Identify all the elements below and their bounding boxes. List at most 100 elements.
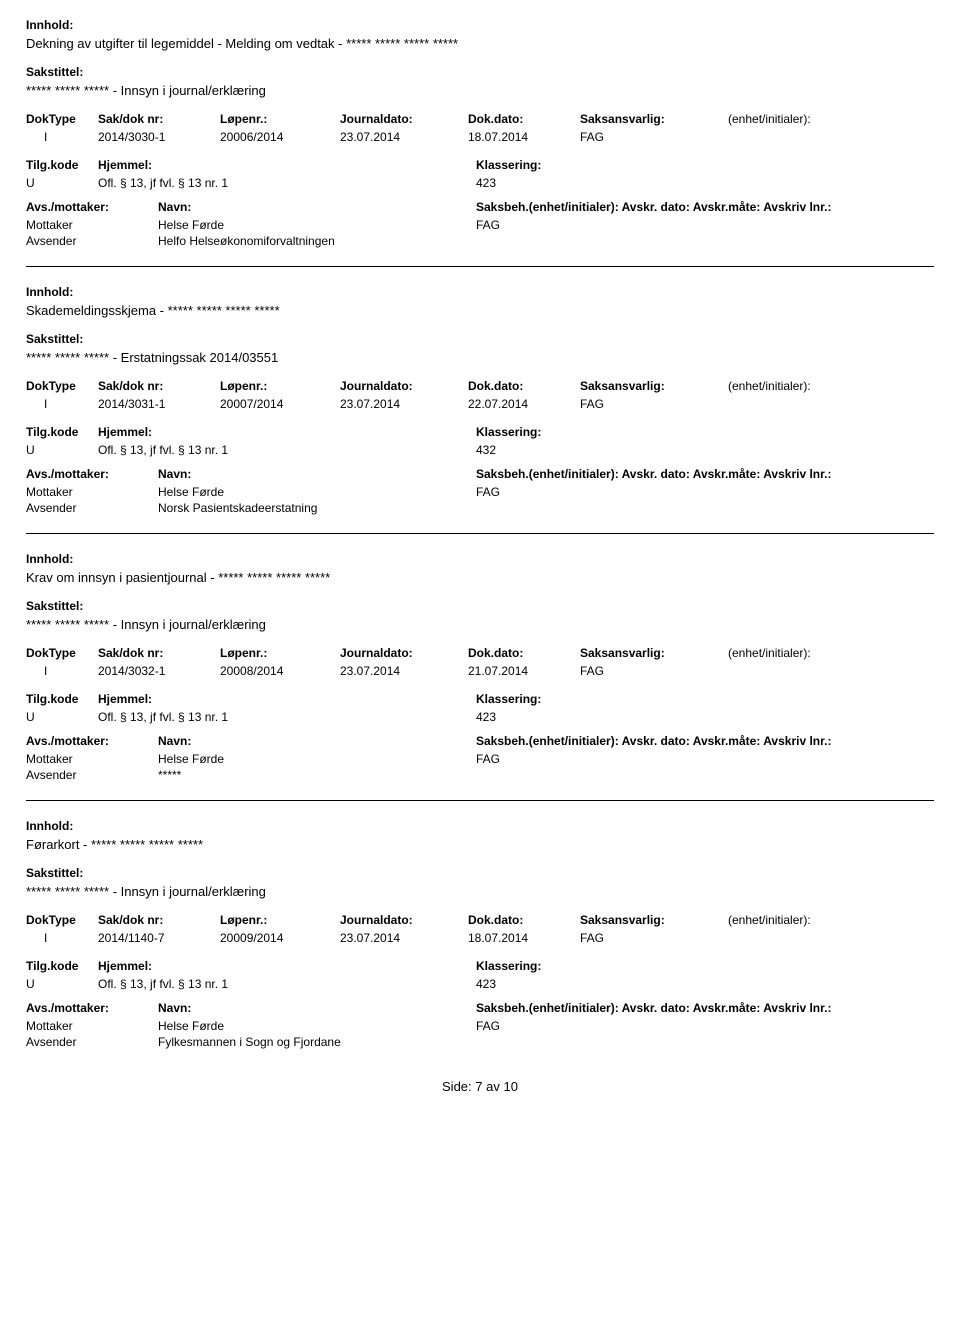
sakstittel-text: ***** ***** ***** - Innsyn i journal/erk… [26,884,934,899]
hdr-sakdok: Sak/dok nr: [98,379,220,393]
hdr-avsmottaker: Avs./mottaker: [26,200,158,214]
val-tilgkode: U [26,977,98,991]
hdr-klassering: Klassering: [476,158,934,172]
tilg-header-row: Tilg.kode Hjemmel: Klassering: [26,425,934,439]
sakstittel-label: Sakstittel: [26,332,934,346]
hdr-klassering: Klassering: [476,959,934,973]
innhold-label: Innhold: [26,285,934,299]
hdr-journaldato: Journaldato: [340,646,468,660]
meta-value-row: I 2014/3030-1 20006/2014 23.07.2014 18.0… [26,130,934,144]
hdr-journaldato: Journaldato: [340,913,468,927]
hdr-hjemmel: Hjemmel: [98,425,476,439]
party-name: Helse Førde [158,752,476,766]
hdr-saksbeh: Saksbeh.(enhet/initialer): Avskr. dato: … [476,1001,934,1015]
innhold-text: Dekning av utgifter til legemiddel - Mel… [26,36,934,51]
party-saksbeh: FAG [476,218,934,232]
val-tilgkode: U [26,710,98,724]
hdr-saksansvarlig: Saksansvarlig: [580,112,728,126]
hdr-avsmottaker: Avs./mottaker: [26,734,158,748]
innhold-text: Skademeldingsskjema - ***** ***** ***** … [26,303,934,318]
party-row: Avsender ***** [26,768,934,782]
hdr-doktype: DokType [26,112,98,126]
party-row: Avsender Norsk Pasientskadeerstatning [26,501,934,515]
tilg-header-row: Tilg.kode Hjemmel: Klassering: [26,692,934,706]
hdr-dokdato: Dok.dato: [468,112,580,126]
hdr-tilgkode: Tilg.kode [26,425,98,439]
journal-entry: Innhold: Dekning av utgifter til legemid… [26,18,934,248]
tilg-header-row: Tilg.kode Hjemmel: Klassering: [26,158,934,172]
hdr-hjemmel: Hjemmel: [98,692,476,706]
party-saksbeh [476,1035,934,1049]
hdr-doktype: DokType [26,379,98,393]
tilg-value-row: U Ofl. § 13, jf fvl. § 13 nr. 1 423 [26,176,934,190]
tilg-value-row: U Ofl. § 13, jf fvl. § 13 nr. 1 423 [26,977,934,991]
hdr-hjemmel: Hjemmel: [98,959,476,973]
footer-prefix: Side: [442,1079,472,1094]
party-role: Mottaker [26,1019,158,1033]
hdr-tilgkode: Tilg.kode [26,959,98,973]
val-lopenr: 20008/2014 [220,664,340,678]
val-hjemmel: Ofl. § 13, jf fvl. § 13 nr. 1 [98,176,476,190]
val-sakdok: 2014/1140-7 [98,931,220,945]
val-lopenr: 20006/2014 [220,130,340,144]
val-sakdok: 2014/3032-1 [98,664,220,678]
meta-value-row: I 2014/1140-7 20009/2014 23.07.2014 18.0… [26,931,934,945]
tilg-value-row: U Ofl. § 13, jf fvl. § 13 nr. 1 432 [26,443,934,457]
sakstittel-label: Sakstittel: [26,65,934,79]
party-role: Mottaker [26,218,158,232]
hdr-saksbeh: Saksbeh.(enhet/initialer): Avskr. dato: … [476,200,934,214]
sakstittel-label: Sakstittel: [26,599,934,613]
party-name: Helse Førde [158,485,476,499]
val-hjemmel: Ofl. § 13, jf fvl. § 13 nr. 1 [98,443,476,457]
party-role: Avsender [26,768,158,782]
val-tilgkode: U [26,443,98,457]
hdr-tilgkode: Tilg.kode [26,692,98,706]
party-role: Avsender [26,1035,158,1049]
hdr-saksansvarlig: Saksansvarlig: [580,646,728,660]
party-row: Mottaker Helse Førde FAG [26,1019,934,1033]
party-name: Fylkesmannen i Sogn og Fjordane [158,1035,476,1049]
meta-value-row: I 2014/3032-1 20008/2014 23.07.2014 21.0… [26,664,934,678]
hdr-journaldato: Journaldato: [340,112,468,126]
val-saksansvarlig: FAG [580,664,728,678]
val-sakdok: 2014/3030-1 [98,130,220,144]
val-saksansvarlig: FAG [580,931,728,945]
val-sakdok: 2014/3031-1 [98,397,220,411]
sakstittel-text: ***** ***** ***** - Innsyn i journal/erk… [26,617,934,632]
party-row: Mottaker Helse Førde FAG [26,485,934,499]
hdr-dokdato: Dok.dato: [468,379,580,393]
val-lopenr: 20007/2014 [220,397,340,411]
val-enhet [728,931,878,945]
hdr-sakdok: Sak/dok nr: [98,112,220,126]
journal-entry: Innhold: Krav om innsyn i pasientjournal… [26,552,934,782]
hdr-enhet: (enhet/initialer): [728,379,878,393]
hdr-avsmottaker: Avs./mottaker: [26,1001,158,1015]
val-enhet [728,664,878,678]
party-row: Mottaker Helse Førde FAG [26,752,934,766]
avs-header-row: Avs./mottaker: Navn: Saksbeh.(enhet/init… [26,467,934,481]
sakstittel-label: Sakstittel: [26,866,934,880]
hdr-lopenr: Løpenr.: [220,379,340,393]
party-saksbeh: FAG [476,752,934,766]
meta-header-row: DokType Sak/dok nr: Løpenr.: Journaldato… [26,112,934,126]
hdr-navn: Navn: [158,467,476,481]
sakstittel-text: ***** ***** ***** - Erstatningssak 2014/… [26,350,934,365]
hdr-avsmottaker: Avs./mottaker: [26,467,158,481]
innhold-text: Førarkort - ***** ***** ***** ***** [26,837,934,852]
party-name: ***** [158,768,476,782]
party-name: Helse Førde [158,1019,476,1033]
avs-header-row: Avs./mottaker: Navn: Saksbeh.(enhet/init… [26,734,934,748]
val-saksansvarlig: FAG [580,397,728,411]
entry-divider [26,266,934,267]
val-lopenr: 20009/2014 [220,931,340,945]
hdr-navn: Navn: [158,200,476,214]
hdr-tilgkode: Tilg.kode [26,158,98,172]
meta-header-row: DokType Sak/dok nr: Løpenr.: Journaldato… [26,913,934,927]
page-footer: Side: 7 av 10 [26,1079,934,1094]
party-saksbeh [476,768,934,782]
party-role: Avsender [26,234,158,248]
hdr-enhet: (enhet/initialer): [728,913,878,927]
innhold-label: Innhold: [26,819,934,833]
val-doktype: I [26,397,98,411]
val-doktype: I [26,664,98,678]
